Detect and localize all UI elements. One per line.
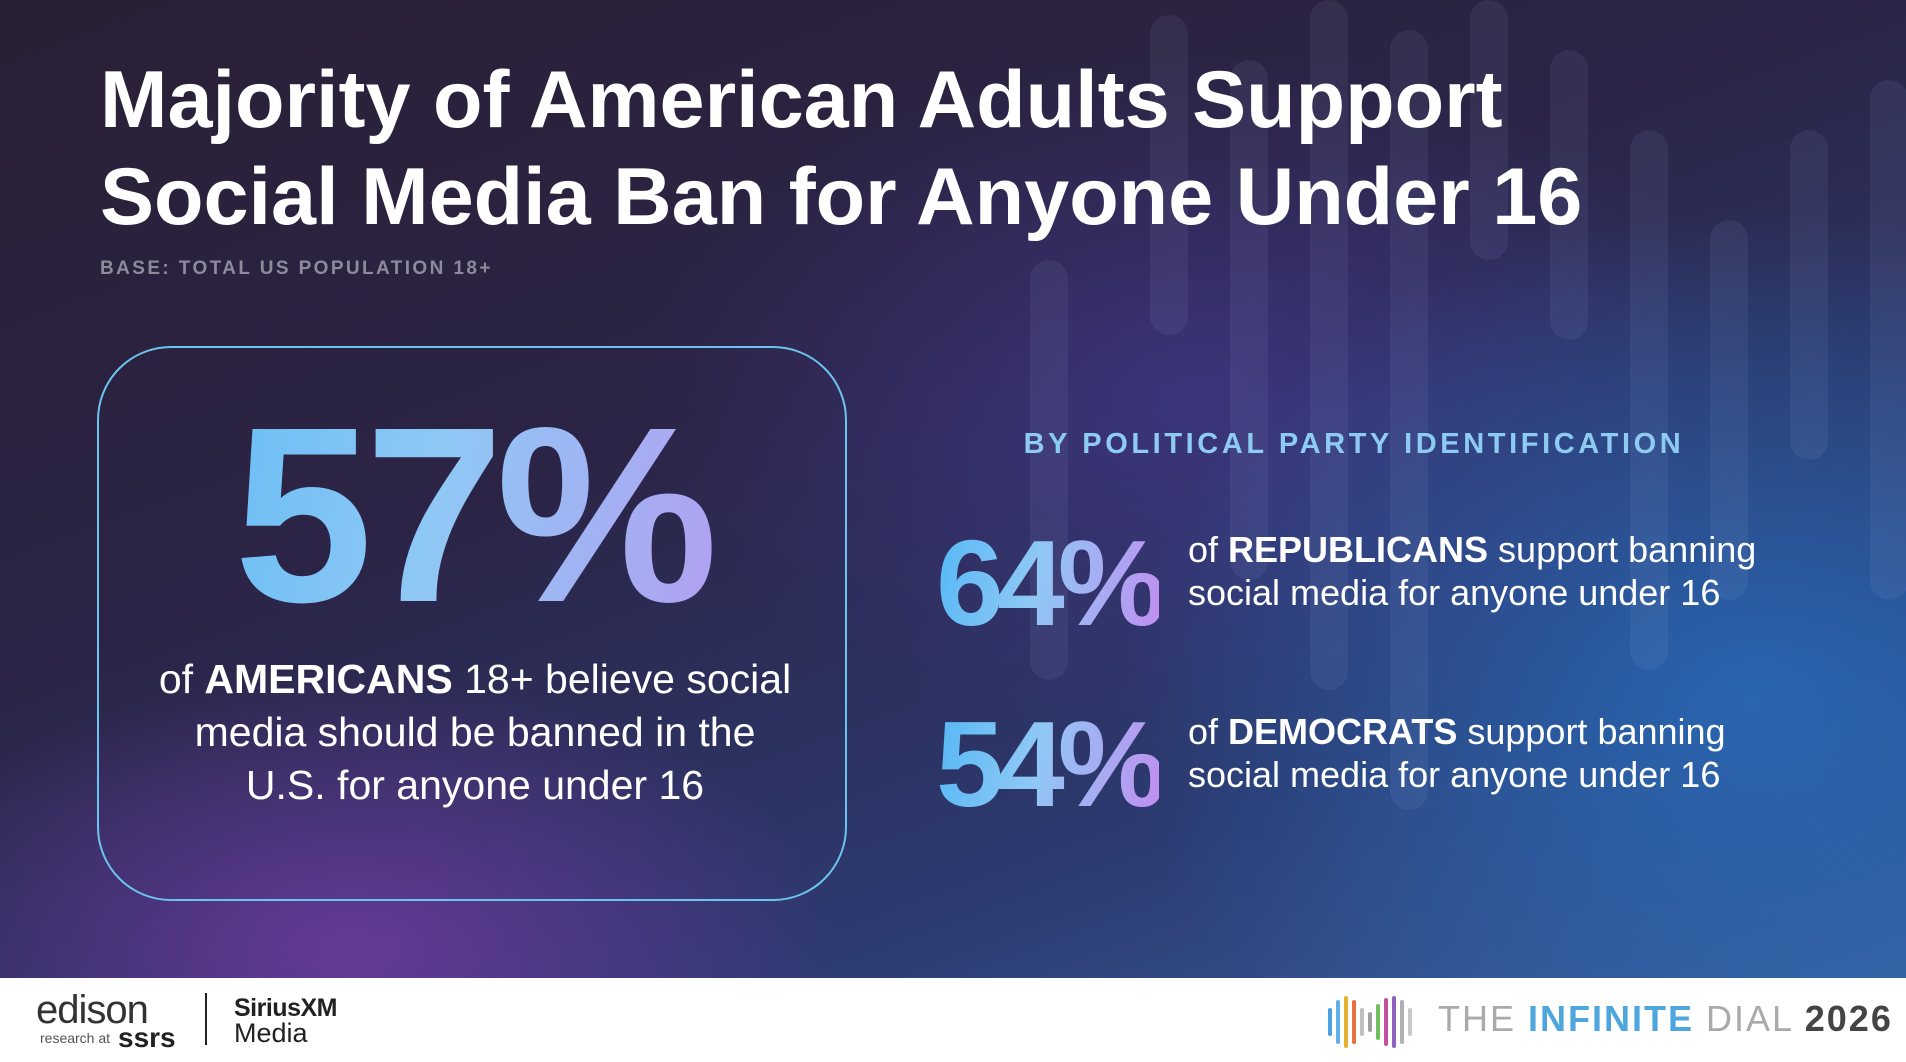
dial-wordmark: THE INFINITE DIAL 2026 (1438, 998, 1893, 1040)
text: support banning social media for anyone … (1188, 529, 1757, 613)
logo-text: research at (40, 1030, 111, 1046)
emphasis: DEMOCRATS (1228, 711, 1458, 752)
party-stat: 64% (936, 515, 1166, 651)
text: 2026 (1804, 998, 1893, 1039)
logo-ssrs: ssrs (118, 1022, 176, 1053)
text: DIAL (1706, 998, 1793, 1039)
headline-text: of AMERICANS 18+ believe social media sh… (150, 653, 800, 812)
text: INFINITE (1528, 998, 1695, 1039)
divider (205, 993, 207, 1045)
text: of (1188, 529, 1229, 570)
logo-siriusxm: SiriusXM (234, 994, 337, 1022)
section-heading: BY POLITICAL PARTY IDENTIFICATION (1023, 428, 1685, 460)
party-text: of DEMOCRATS support banning social medi… (1188, 710, 1778, 796)
background (0, 0, 1906, 978)
text: of (158, 656, 205, 702)
party-stat: 54% (936, 696, 1166, 832)
headline-card (97, 346, 847, 901)
base-note: BASE: TOTAL US POPULATION 18+ (100, 258, 493, 279)
emphasis: REPUBLICANS (1228, 529, 1489, 570)
text: 18+ believe social media should be banne… (194, 656, 792, 808)
headline-stat: 57% (97, 390, 847, 640)
footer: edison research at ssrs SiriusXM Media T… (0, 978, 1906, 1062)
title: Majority of American Adults Support Soci… (100, 55, 1583, 242)
logo-media: Media (234, 1018, 308, 1048)
text: support banning social media for anyone … (1188, 711, 1726, 795)
text: THE (1438, 998, 1516, 1039)
logo-edison: edison (36, 988, 149, 1032)
text: of (1188, 711, 1229, 752)
dial-icon (1328, 996, 1412, 1048)
party-text: of REPUBLICANS support banning social me… (1188, 528, 1778, 614)
emphasis: AMERICANS (204, 656, 453, 702)
